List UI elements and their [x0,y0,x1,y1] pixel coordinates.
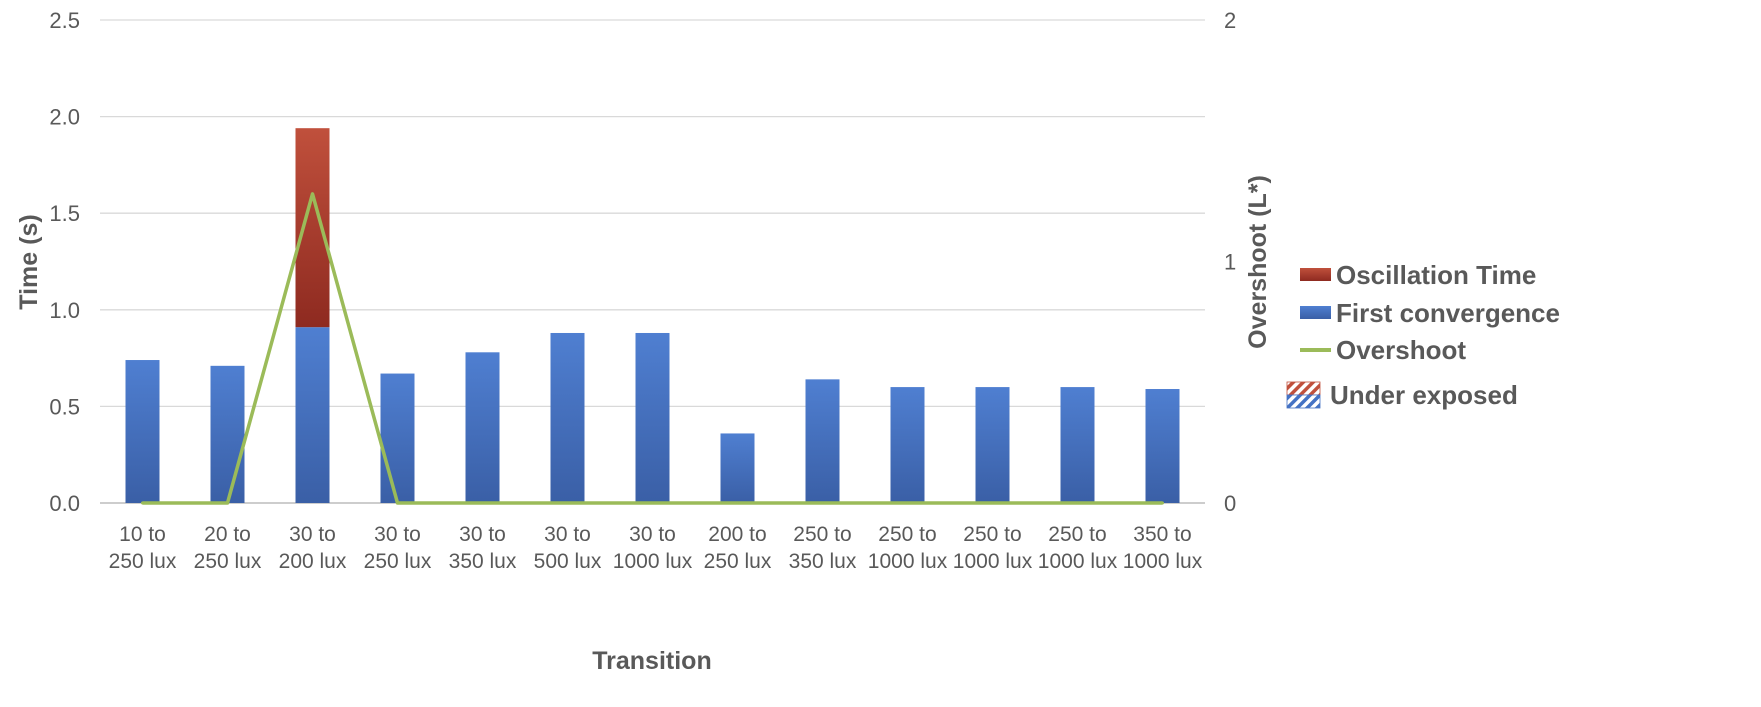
x-tick-label-2: 30 to 200 lux [279,523,347,573]
legend-under-exposed-swatch-top [1286,381,1321,396]
point-overshoot-9 [906,501,909,505]
bar-first-convergence-9 [890,387,925,503]
x-tick-label-10: 250 to 1000 lux [953,523,1033,573]
x-tick-label-line: 1000 lux [1038,550,1118,573]
y-right-tick-label: 1 [1224,250,1236,275]
y-axis-left-title: Time (s) [15,214,43,309]
x-tick-label-line: 30 to [544,523,591,546]
bars [125,128,1180,503]
y-right-tick-label: 2 [1224,8,1236,33]
point-overshoot-0 [141,501,144,505]
bar-first-convergence-7 [720,433,755,503]
y-right-tick-label: 0 [1224,491,1236,516]
x-tick-label-line: 250 lux [364,550,432,573]
bar-oscillation-time-2 [295,128,330,328]
point-overshoot-2 [311,192,314,196]
x-tick-label-line: 1000 lux [613,550,693,573]
bar-first-convergence-10 [975,387,1010,503]
x-tick-label-9: 250 to 1000 lux [868,523,948,573]
x-axis-title: Transition [592,647,711,675]
y-axis-right-title: Overshoot (L*) [1244,175,1272,349]
x-tick-label-line: 250 to [793,523,851,546]
x-tick-label-11: 250 to 1000 lux [1038,523,1118,573]
x-tick-label-line: 350 lux [449,550,517,573]
x-tick-label-line: 250 to [1048,523,1106,546]
x-tick-label-3: 30 to 250 lux [364,523,432,573]
x-tick-label-line: 250 to [963,523,1021,546]
x-tick-label-line: 250 lux [704,550,772,573]
y-left-tick-label: 2.5 [49,8,80,33]
point-overshoot-5 [566,501,569,505]
point-overshoot-11 [1076,501,1079,505]
x-tick-label-line: 350 to [1133,523,1191,546]
x-tick-label-1: 20 to 250 lux [194,523,262,573]
x-tick-label-5: 30 to 500 lux [534,523,602,573]
x-tick-label-0: 10 to 250 lux [109,523,177,573]
y-left-tick-label: 1.0 [49,298,80,323]
point-overshoot-10 [991,501,994,505]
x-tick-label-line: 10 to [119,523,166,546]
x-tick-label-line: 30 to [629,523,676,546]
bar-first-convergence-11 [1060,387,1095,503]
bar-first-convergence-0 [125,360,160,503]
bar-first-convergence-4 [465,352,500,503]
x-tick-label-4: 30 to 350 lux [449,523,517,573]
legend-first-convergence-label: First convergence [1336,298,1560,328]
bar-first-convergence-3 [380,373,415,503]
point-overshoot-8 [821,501,824,505]
y-left-tick-label: 0.5 [49,394,80,419]
x-tick-label-12: 350 to 1000 lux [1123,523,1203,573]
right-axis-ticks: 0 1 2 [1224,8,1236,516]
bar-first-convergence-6 [635,332,670,503]
bar-first-convergence-2 [295,327,330,503]
bar-first-convergence-8 [805,379,840,503]
x-tick-label-line: 1000 lux [1123,550,1203,573]
x-tick-label-8: 250 to 350 lux [789,523,857,573]
x-tick-label-line: 1000 lux [868,550,948,573]
x-tick-label-line: 1000 lux [953,550,1033,573]
x-tick-label-line: 250 lux [109,550,177,573]
legend-oscillation-time-swatch [1300,268,1331,281]
y-left-tick-label: 1.5 [49,201,80,226]
legend-first-convergence-swatch [1300,306,1331,319]
legend-overshoot-label: Overshoot [1336,335,1466,365]
x-tick-label-7: 200 to 250 lux [704,523,772,573]
y-left-tick-label: 0.0 [49,491,80,516]
point-overshoot-7 [736,501,739,505]
y-left-tick-label: 2.0 [49,105,80,130]
legend-under-exposed-label: Under exposed [1330,380,1518,410]
x-tick-label-line: 30 to [374,523,421,546]
overshoot-line-layer [141,192,1164,505]
left-axis-ticks: 0.0 0.5 1.0 1.5 2.0 2.5 [49,8,80,516]
x-tick-label-line: 500 lux [534,550,602,573]
legend-under-exposed-swatch-bottom [1286,394,1321,409]
legend: Oscillation Time First convergence Oversho… [1286,260,1560,410]
x-tick-label-line: 250 to [878,523,936,546]
x-tick-label-line: 30 to [289,523,336,546]
x-tick-label-line: 250 lux [194,550,262,573]
x-tick-label-line: 350 lux [789,550,857,573]
point-overshoot-6 [651,501,654,505]
bar-first-convergence-5 [550,332,585,503]
x-tick-label-line: 30 to [459,523,506,546]
x-tick-label-6: 30 to 1000 lux [613,523,693,573]
point-overshoot-3 [396,501,399,505]
legend-oscillation-time-label: Oscillation Time [1336,260,1536,290]
point-overshoot-1 [226,501,229,505]
point-overshoot-12 [1161,501,1164,505]
x-tick-label-line: 200 lux [279,550,347,573]
x-tick-label-line: 20 to [204,523,251,546]
point-overshoot-4 [481,501,484,505]
x-tick-label-line: 200 to [708,523,766,546]
bar-first-convergence-12 [1145,389,1180,503]
bar-first-convergence-1 [210,365,245,503]
